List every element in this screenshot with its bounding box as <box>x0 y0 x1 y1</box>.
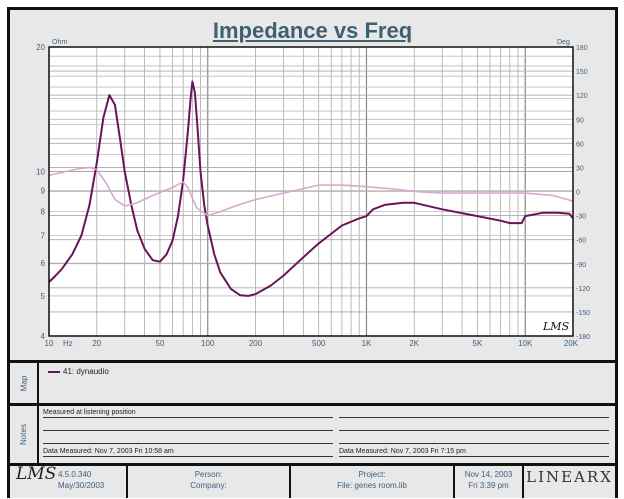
notes-panel: Notes Measured at listening position Dat… <box>10 403 615 463</box>
map-panel: Map 41: dynaudio <box>10 360 615 403</box>
y2-tick-label: -150 <box>576 310 590 317</box>
footer-version-cell: LMS 4.5.0.340 May/30/2003 <box>10 466 128 498</box>
footer-date-cell: Nov 14, 2003 Fri 3:39 pm <box>455 466 524 498</box>
x-tick-label: 1K <box>362 339 372 348</box>
footer: LMS 4.5.0.340 May/30/2003 Person: Company… <box>10 463 615 498</box>
x-tick-label: 500 <box>312 339 326 348</box>
y2-tick-label: -180 <box>576 334 590 341</box>
y-tick-label: 5 <box>41 292 46 301</box>
y2-tick-label: 150 <box>576 69 588 76</box>
notes-side-label: Notes <box>10 406 39 463</box>
y2-tick-label: 30 <box>576 165 584 172</box>
y-tick-label: 6 <box>41 259 46 268</box>
x-tick-label: 5K <box>473 339 483 348</box>
y2-tick-label: 180 <box>576 45 588 52</box>
y2-axis-label: Deg <box>557 39 570 46</box>
y2-tick-label: 0 <box>576 190 580 197</box>
x-unit-label: Hz <box>63 339 73 348</box>
footer-project-cell: Project: File: genes room.lib <box>291 466 455 498</box>
y-tick-label: 10 <box>36 167 45 176</box>
y-axis-label: Ohm <box>52 39 67 46</box>
footer-person-cell: Person: Company: <box>128 466 291 498</box>
x-tick-label: 2K <box>409 339 419 348</box>
date-measured-right: Data Measured: Nov 7, 2003 Fri 7:15 pm <box>339 447 609 457</box>
x-tick-label: 100 <box>201 339 215 348</box>
notes-line-1b[interactable] <box>339 408 609 418</box>
notes-line-3[interactable] <box>43 434 333 444</box>
date-measured-left: Data Measured: Nov 7, 2003 Fri 10:58 am <box>43 447 333 457</box>
x-tick-label: 20K <box>564 339 579 348</box>
chart-panel: Impedance vs Freq 10 20 50 100 200 500 1K 2K 5K 1… <box>7 7 618 498</box>
y-tick-label: 7 <box>41 232 46 241</box>
y2-tick-label: 90 <box>576 117 584 124</box>
notes-line-3b[interactable] <box>339 434 609 444</box>
y2-tick-label: -30 <box>576 214 586 221</box>
chart-title: Impedance vs Freq <box>212 18 413 43</box>
map-side-label: Map <box>10 363 39 403</box>
x-tick-label: 200 <box>249 339 263 348</box>
impedance-chart: 10 20 50 100 200 500 1K 2K 5K 10K 20K Hz 4 5 6 7 8 9 10 20 1… <box>36 39 590 348</box>
x-tick-label: 50 <box>156 339 165 348</box>
notes-line-1[interactable]: Measured at listening position <box>43 408 333 418</box>
y2-tick-label: -60 <box>576 238 586 245</box>
y-tick-label: 8 <box>41 208 46 217</box>
y2-tick-label: 120 <box>576 93 588 100</box>
legend-entry: 41: dynaudio <box>48 367 109 376</box>
x-tick-label: 10K <box>518 339 533 348</box>
y2-tick-label: 60 <box>576 141 584 148</box>
y2-tick-label: -120 <box>576 286 590 293</box>
notes-line-2b[interactable] <box>339 421 609 431</box>
notes-line-2[interactable] <box>43 421 333 431</box>
lms-watermark: LMS <box>542 320 570 333</box>
y2-tick-label: -90 <box>576 262 586 269</box>
lms-logo: LMS <box>16 464 57 484</box>
legend-swatch <box>48 370 60 373</box>
x-tick-label: 20 <box>92 339 101 348</box>
y-tick-label: 4 <box>41 332 46 341</box>
y-tick-label: 20 <box>36 43 45 52</box>
x-tick-label: 10 <box>45 339 54 348</box>
series-phase <box>48 166 574 217</box>
linearx-logo: LINEARX <box>526 468 613 486</box>
plot-border <box>48 46 574 337</box>
y-tick-label: 9 <box>41 186 46 195</box>
